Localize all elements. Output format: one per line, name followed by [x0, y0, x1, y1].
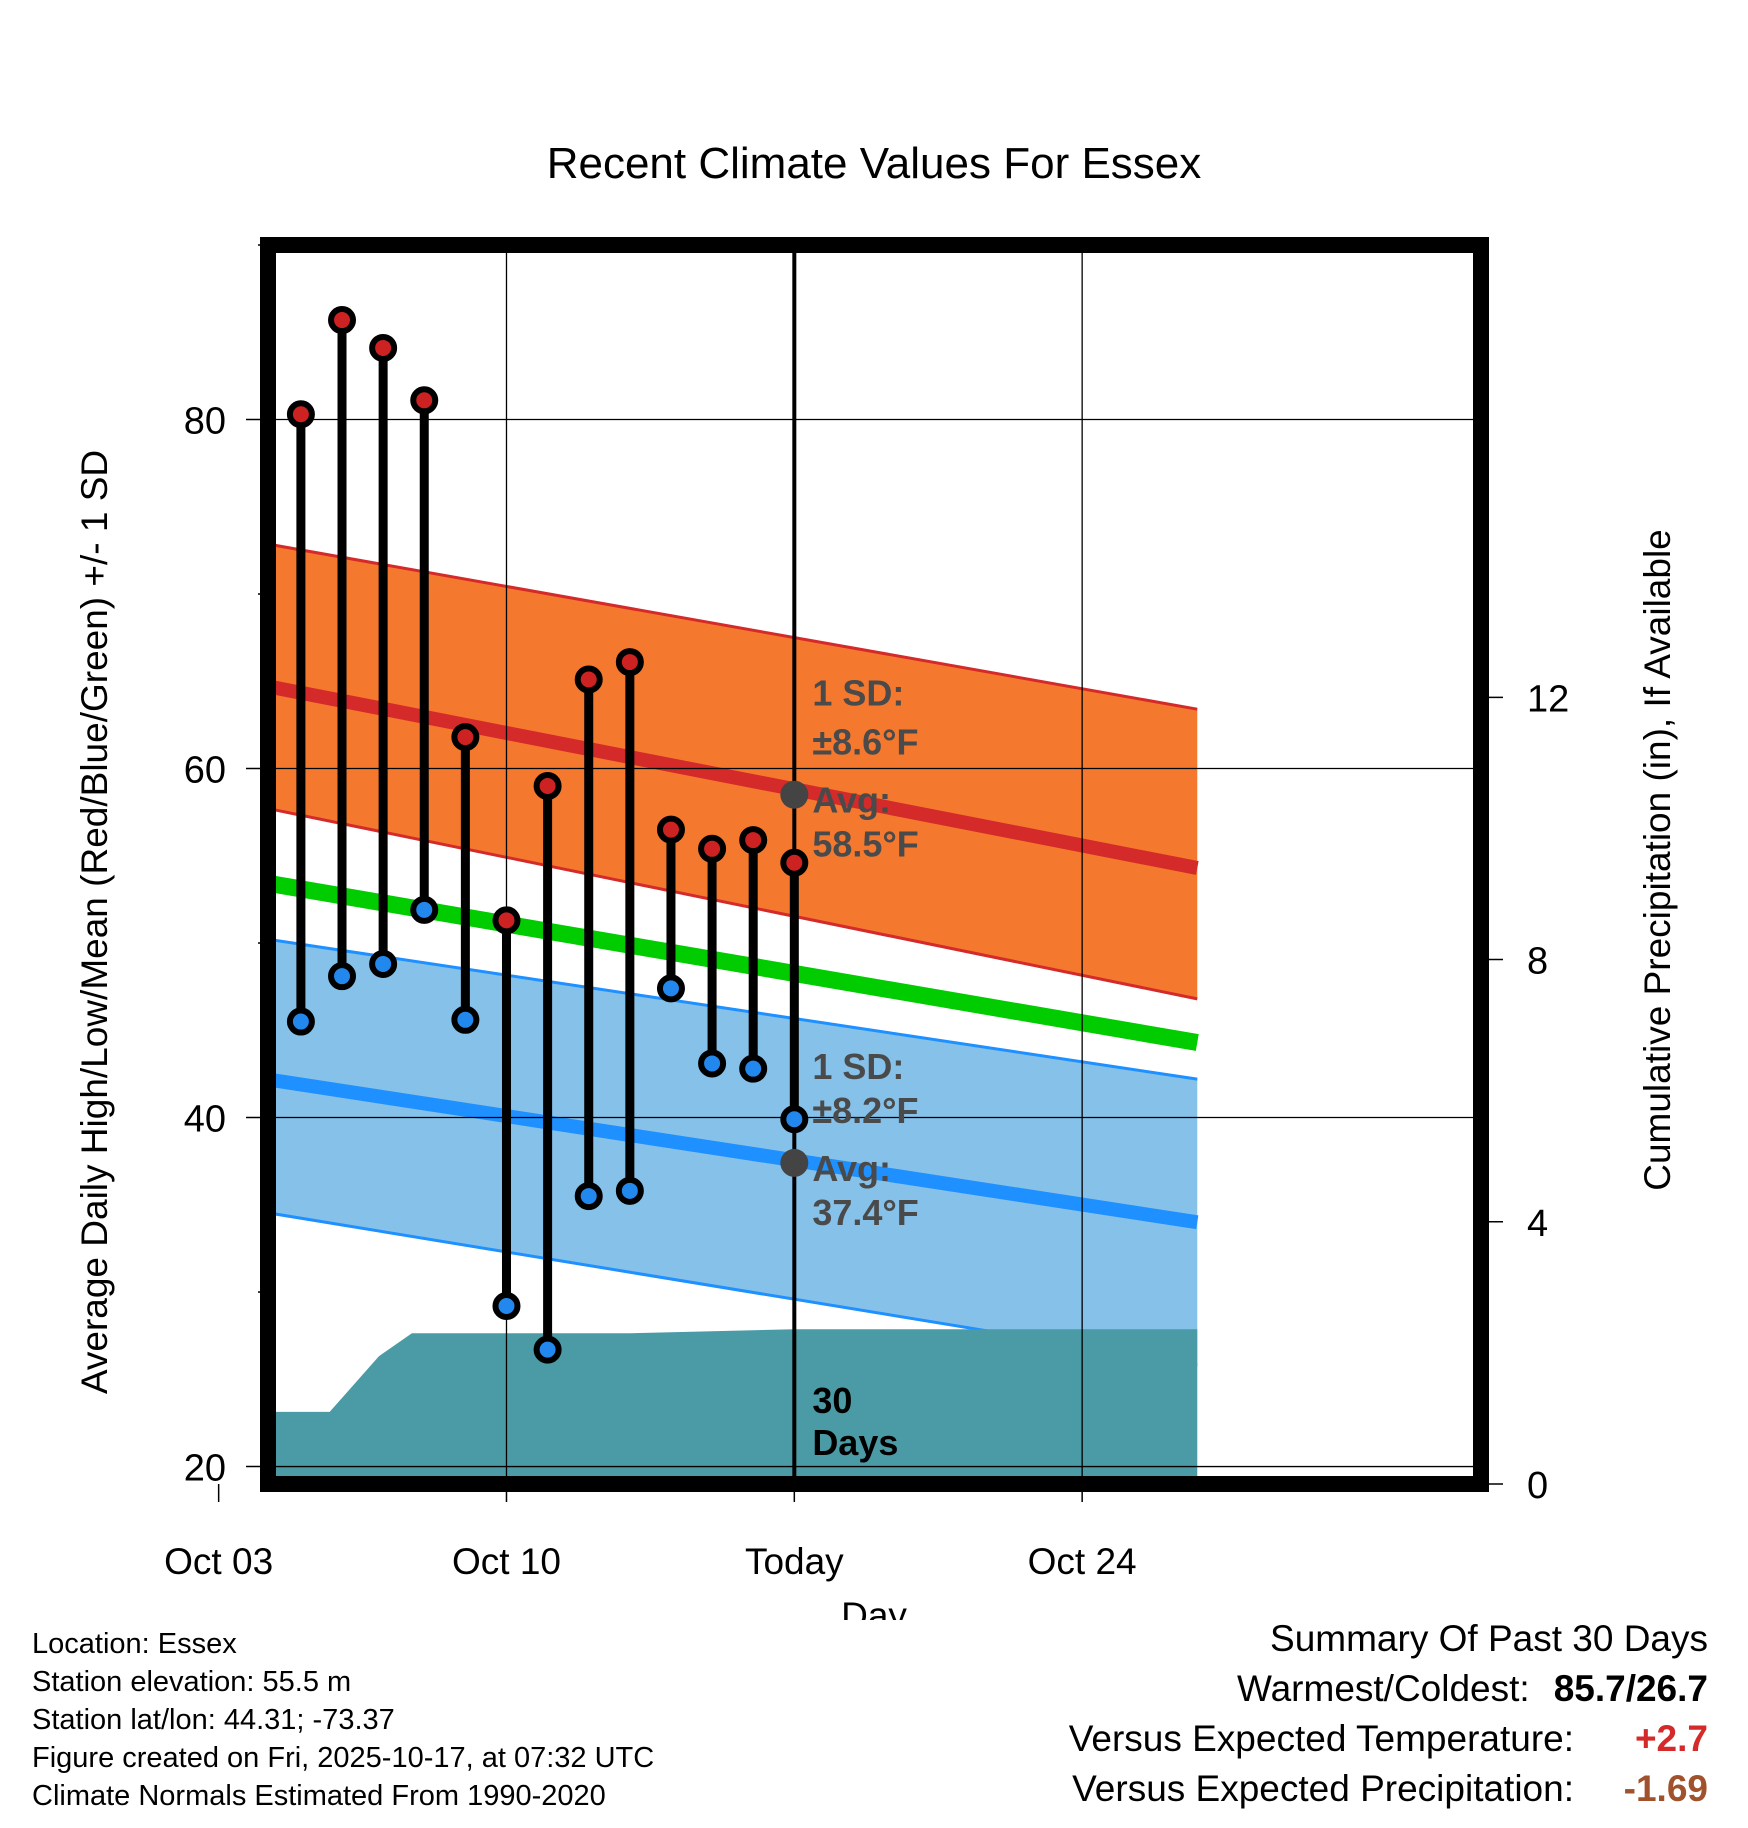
- location-text: Location: Essex: [32, 1628, 237, 1660]
- precip-days-count: 30: [812, 1380, 852, 1421]
- daily-high-point: [739, 826, 768, 855]
- y2-axis-label: Cumulative Precipitation (in), If Availa…: [1637, 529, 1678, 1191]
- daily-low-point: [43, 974, 65, 996]
- daily-low-point: [328, 962, 357, 991]
- y2-tick-label: 8: [1527, 941, 1548, 983]
- daily-low-point: [780, 1105, 809, 1134]
- station-info: Location: Essex Station elevation: 55.5 …: [32, 1625, 654, 1815]
- y-tick-label: 80: [184, 401, 226, 443]
- latlon-text: Station lat/lon: 44.31; -73.37: [32, 1704, 395, 1736]
- x-axis-label: Day: [841, 1595, 907, 1620]
- daily-high-point: [208, 655, 230, 677]
- today-high-avg-marker: [780, 780, 809, 809]
- y2-tick-label: 12: [1527, 678, 1569, 720]
- daily-low-point: [698, 1049, 727, 1078]
- y-tick-label: 20: [184, 1448, 226, 1490]
- daily-high-point: [574, 665, 603, 694]
- daily-low-point: [656, 974, 685, 1003]
- normal-mean-line: [268, 874, 1199, 1051]
- summary-warmest-row: Warmest/Coldest: 85.7/26.7: [808, 1668, 1708, 1718]
- x-tick-label: Oct 10: [452, 1541, 561, 1582]
- daily-high-point: [615, 648, 644, 677]
- temp-departure-label: Versus Expected Temperature:: [1068, 1718, 1574, 1759]
- daily-high-point: [2, 555, 24, 577]
- high-sd-value: ±8.6°F: [812, 722, 918, 763]
- climate-chart: Recent Climate Values For Essex 1 SD:±8.…: [2, 139, 1678, 1620]
- normals-text: Climate Normals Estimated From 1990-2020: [32, 1780, 606, 1812]
- daily-high-point: [698, 834, 727, 863]
- high-avg-label: Avg:: [812, 780, 891, 821]
- summary-title: Summary Of Past 30 Days: [1270, 1618, 1708, 1659]
- x-tick-label: Oct 03: [164, 1541, 273, 1582]
- daily-low-point: [451, 1005, 480, 1034]
- daily-high-point: [125, 614, 147, 636]
- high-avg-value: 58.5°F: [812, 824, 918, 865]
- low-band-upper-edge: [268, 937, 1198, 1081]
- daily-high-point: [328, 306, 357, 335]
- daily-low-point: [2, 819, 24, 841]
- daily-low-point: [167, 1138, 189, 1160]
- daily-low-point: [369, 949, 398, 978]
- warmest-label: Warmest/Coldest:: [1237, 1668, 1530, 1709]
- daily-high-point: [451, 723, 480, 752]
- summary-title-row: Summary Of Past 30 Days: [808, 1618, 1708, 1668]
- daily-low-point: [286, 1007, 315, 1036]
- daily-low-point: [739, 1054, 768, 1083]
- y-tick-label: 60: [184, 750, 226, 792]
- daily-high-point: [492, 906, 521, 935]
- daily-low-point: [615, 1176, 644, 1205]
- high-sd-label: 1 SD:: [812, 673, 904, 714]
- daily-low-point: [492, 1292, 521, 1321]
- warmest-value: 85.7/26.7: [1553, 1668, 1708, 1709]
- low-avg-label: Avg:: [812, 1148, 891, 1189]
- low-sd-value: ±8.2°F: [812, 1090, 918, 1131]
- created-text: Figure created on Fri, 2025-10-17, at 07…: [32, 1742, 655, 1774]
- elevation-text: Station elevation: 55.5 m: [32, 1666, 352, 1698]
- high-sd-band: [268, 544, 1198, 999]
- low-sd-label: 1 SD:: [812, 1046, 904, 1087]
- high-band-upper-edge: [268, 542, 1198, 711]
- low-band-lower-edge: [268, 1211, 1198, 1367]
- normal-low-line: [268, 1072, 1199, 1230]
- today-low-avg-marker: [780, 1148, 809, 1177]
- daily-low-point: [125, 993, 147, 1015]
- daily-low-point: [574, 1182, 603, 1211]
- precip-area: [268, 1329, 1198, 1484]
- daily-high-point: [410, 386, 439, 415]
- daily-high-point: [780, 848, 809, 877]
- daily-high-point: [84, 395, 106, 417]
- daily-high-point: [656, 815, 685, 844]
- daily-high-point: [533, 771, 562, 800]
- precip-days-word: Days: [812, 1422, 898, 1463]
- summary-precip-row: Versus Expected Precipitation: -1.69: [808, 1768, 1708, 1818]
- precip-departure-value: -1.69: [1623, 1768, 1708, 1809]
- high-band-lower-edge: [268, 806, 1198, 1001]
- y2-tick-label: 4: [1527, 1203, 1548, 1245]
- summary-temp-row: Versus Expected Temperature: +2.7: [808, 1718, 1708, 1768]
- daily-low-point: [208, 1232, 230, 1254]
- daily-high-point: [286, 400, 315, 429]
- plot-frame: [260, 237, 1489, 1492]
- y2-tick-label: 0: [1527, 1465, 1548, 1507]
- daily-high-point: [369, 333, 398, 362]
- y-tick-label: 40: [184, 1099, 226, 1141]
- x-tick-label: Today: [745, 1541, 844, 1582]
- temp-departure-value: +2.7: [1634, 1718, 1708, 1759]
- daily-low-point: [410, 895, 439, 924]
- normal-high-line: [268, 679, 1199, 875]
- low-avg-value: 37.4°F: [812, 1192, 918, 1233]
- daily-low-point: [533, 1335, 562, 1364]
- y-axis-label: Average Daily High/Low/Mean (Red/Blue/Gr…: [74, 450, 115, 1394]
- chart-title: Recent Climate Values For Essex: [547, 139, 1202, 188]
- precip-departure-label: Versus Expected Precipitation:: [1072, 1768, 1574, 1809]
- daily-high-point: [43, 393, 65, 415]
- x-tick-label: Oct 24: [1028, 1541, 1137, 1582]
- summary-panel: Summary Of Past 30 Days Warmest/Coldest:…: [808, 1618, 1708, 1818]
